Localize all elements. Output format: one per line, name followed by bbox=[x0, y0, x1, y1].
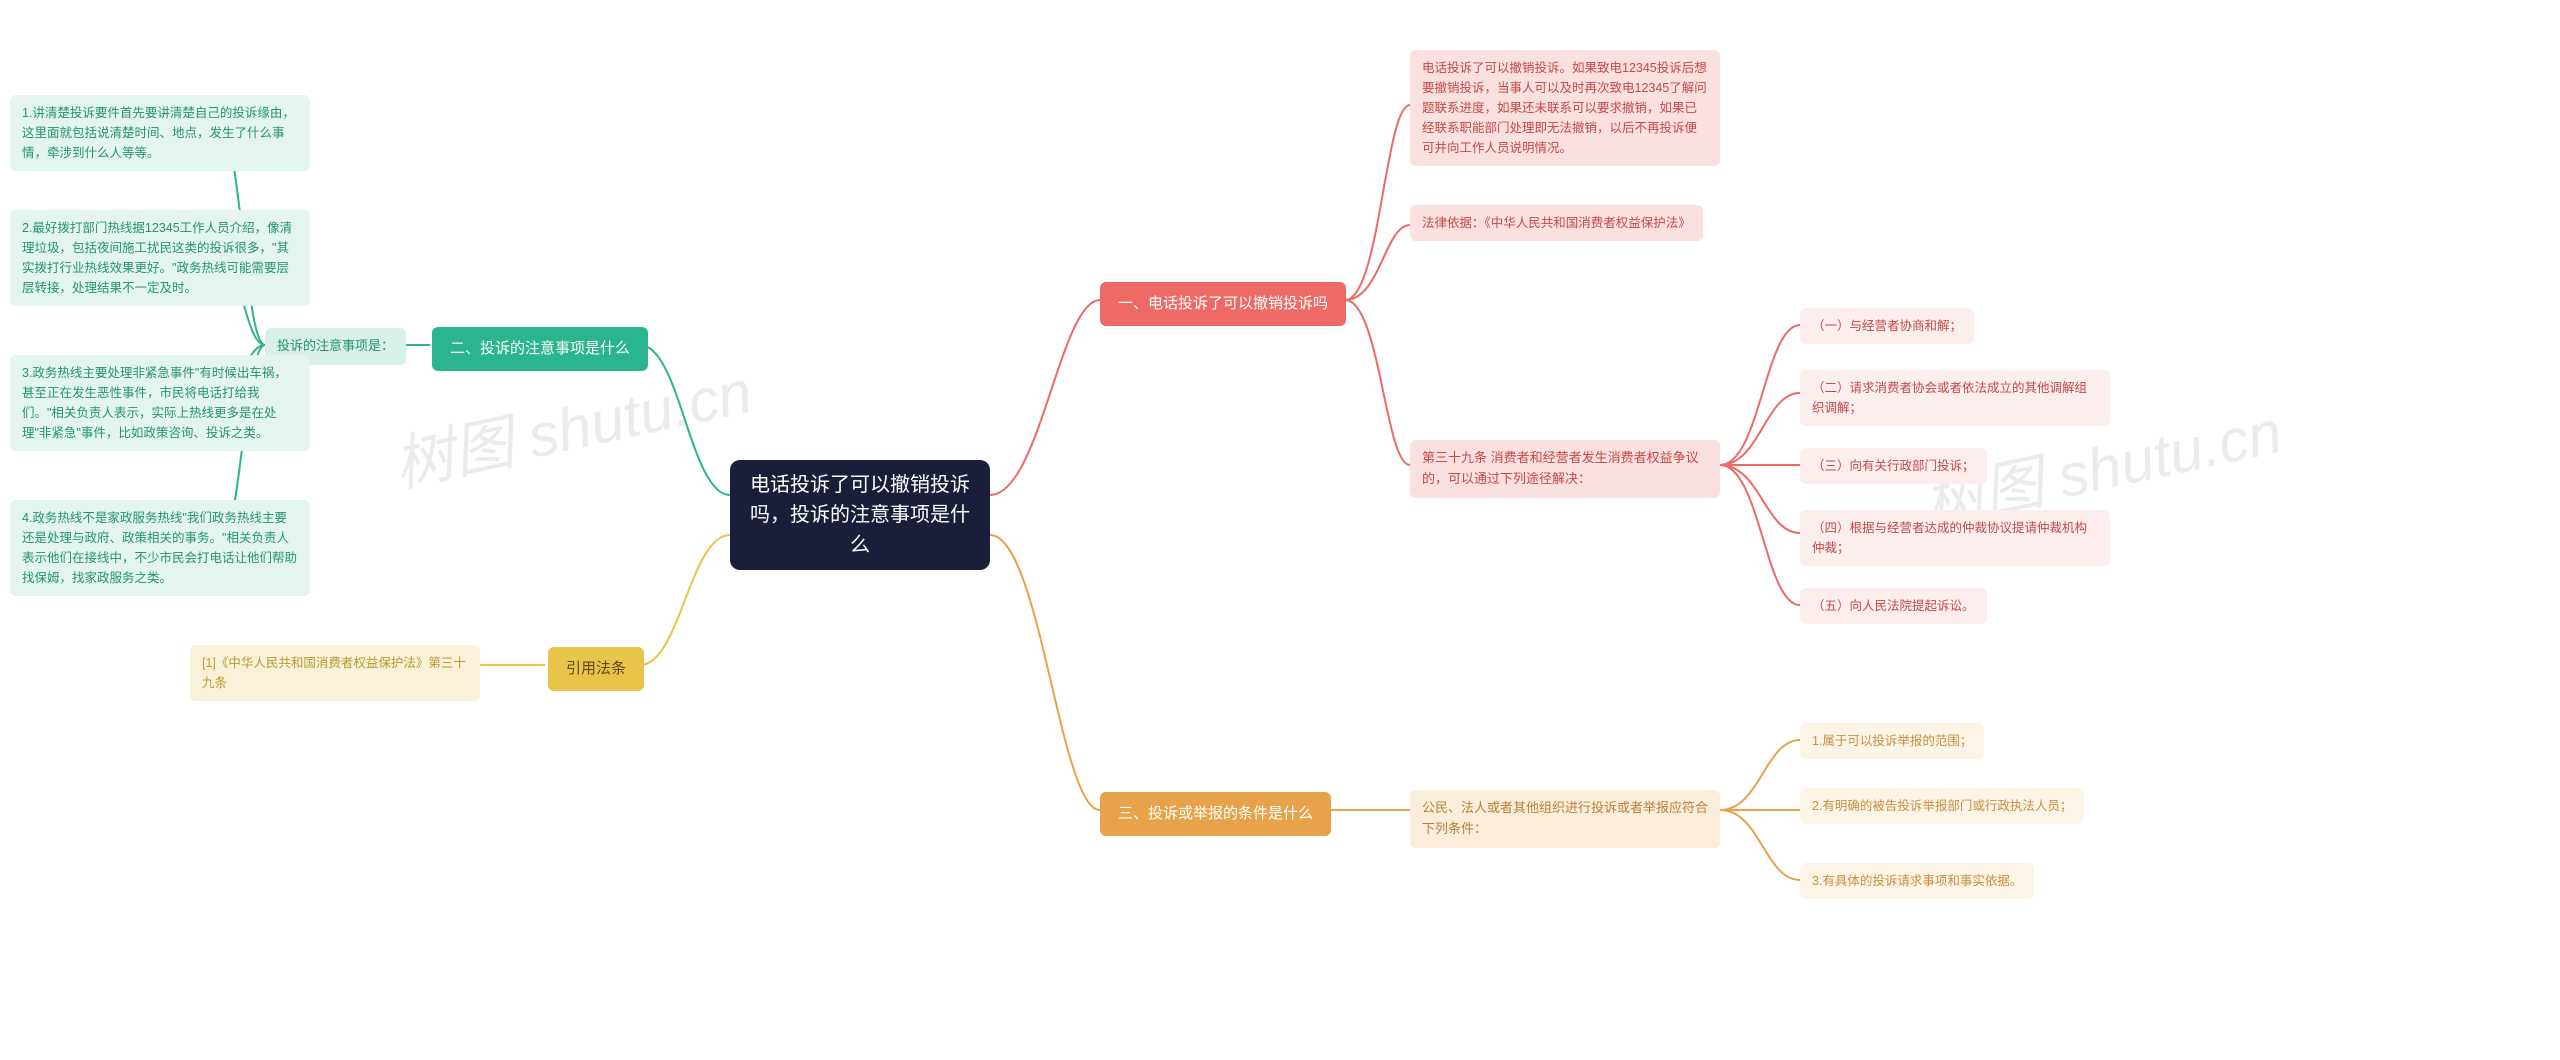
branch-2: 二、投诉的注意事项是什么 bbox=[432, 327, 648, 371]
branch-1-item-3-child-2: （二）请求消费者协会或者依法成立的其他调解组织调解； bbox=[1800, 370, 2110, 426]
branch-2-item-1-child-4: 4.政务热线不是家政服务热线"我们政务热线主要还是处理与政府、政策相关的事务。"… bbox=[10, 500, 310, 596]
branch-4-item-1: [1]《中华人民共和国消费者权益保护法》第三十九条 bbox=[190, 645, 480, 701]
branch-3-item-1-child-3: 3.有具体的投诉请求事项和事实依据。 bbox=[1800, 863, 2034, 899]
branch-2-item-1-child-1: 1.讲清楚投诉要件首先要讲清楚自己的投诉缘由，这里面就包括说清楚时间、地点，发生… bbox=[10, 95, 310, 171]
branch-1-item-1: 电话投诉了可以撤销投诉。如果致电12345投诉后想要撤销投诉，当事人可以及时再次… bbox=[1410, 50, 1720, 166]
branch-3-item-1-child-2: 2.有明确的被告投诉举报部门或行政执法人员； bbox=[1800, 788, 2084, 824]
branch-1-item-3: 第三十九条 消费者和经营者发生消费者权益争议的，可以通过下列途径解决： bbox=[1410, 440, 1720, 498]
branch-1: 一、电话投诉了可以撤销投诉吗 bbox=[1100, 282, 1346, 326]
mindmap-root: 电话投诉了可以撤销投诉吗，投诉的注意事项是什么 bbox=[730, 460, 990, 570]
branch-3-item-1-child-1: 1.属于可以投诉举报的范围； bbox=[1800, 723, 1984, 759]
branch-2-item-1-child-2: 2.最好拨打部门热线据12345工作人员介绍，像清理垃圾，包括夜间施工扰民这类的… bbox=[10, 210, 310, 306]
branch-1-item-3-child-1: （一）与经营者协商和解； bbox=[1800, 308, 1974, 344]
branch-2-item-1-child-3: 3.政务热线主要处理非紧急事件"有时候出车祸，甚至正在发生恶性事件，市民将电话打… bbox=[10, 355, 310, 451]
branch-3: 三、投诉或举报的条件是什么 bbox=[1100, 792, 1331, 836]
branch-4: 引用法条 bbox=[548, 647, 644, 691]
branch-1-item-3-child-4: （四）根据与经营者达成的仲裁协议提请仲裁机构仲裁； bbox=[1800, 510, 2110, 566]
branch-1-item-3-child-5: （五）向人民法院提起诉讼。 bbox=[1800, 588, 1987, 624]
mindmap-connections bbox=[0, 0, 2560, 1060]
branch-1-item-2: 法律依据：《中华人民共和国消费者权益保护法》 bbox=[1410, 205, 1703, 241]
branch-1-item-3-child-3: （三）向有关行政部门投诉； bbox=[1800, 448, 1987, 484]
branch-3-item-1: 公民、法人或者其他组织进行投诉或者举报应符合下列条件： bbox=[1410, 790, 1720, 848]
